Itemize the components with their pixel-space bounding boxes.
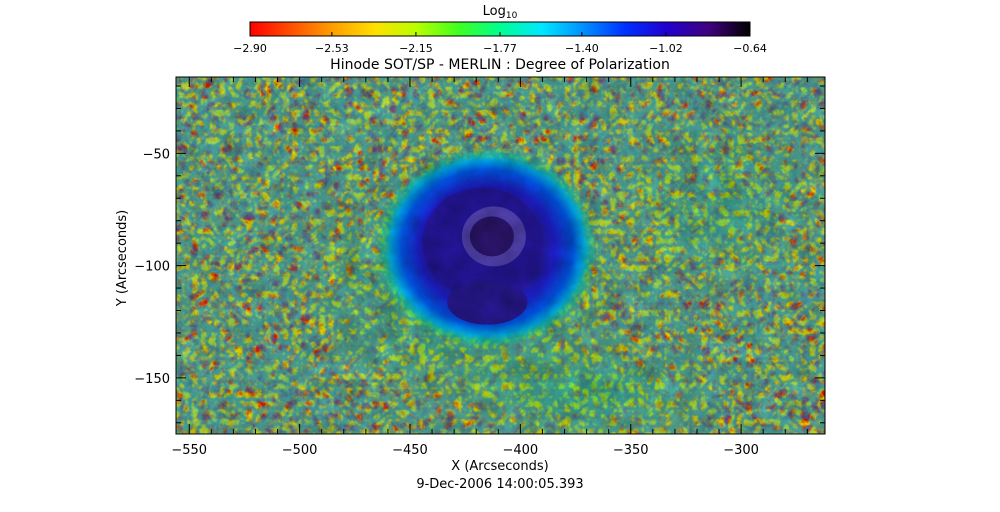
x-tick-label: −450 xyxy=(392,443,428,458)
heatmap-image xyxy=(176,77,825,434)
y-axis-ticks: −50 −100 −150 xyxy=(134,85,825,424)
colorbar-tick-label: −2.90 xyxy=(233,42,267,55)
x-tick-label: −400 xyxy=(503,443,539,458)
x-tick-label: −500 xyxy=(282,443,318,458)
timestamp: 9-Dec-2006 14:00:05.393 xyxy=(416,477,583,492)
colorbar-tick-label: −2.15 xyxy=(399,42,433,55)
x-tick-label: −350 xyxy=(613,443,649,458)
x-axis-label: X (Arcseconds) xyxy=(451,459,548,474)
y-tick-label: −100 xyxy=(134,260,170,275)
y-axis-label: Y (Arcseconds) xyxy=(115,210,130,307)
colorbar-ticks: −2.90 −2.53 −2.15 −1.77 −1.40 −1.02 −0.64 xyxy=(233,32,767,55)
colorbar-label-subscript: 10 xyxy=(506,11,518,21)
colorbar-tick-label: −1.40 xyxy=(565,42,599,55)
colorbar-label: Log10 xyxy=(483,4,518,21)
colorbar-tick-label: −1.02 xyxy=(649,42,683,55)
chart-title: Hinode SOT/SP - MERLIN : Degree of Polar… xyxy=(330,57,670,73)
colorbar: Log10 −2.90 −2.53 −2.15 −1.77 −1.40 −1.02 −0.6… xyxy=(233,4,767,55)
plot-frame xyxy=(175,76,826,435)
y-tick-label: −150 xyxy=(134,372,170,387)
x-axis-ticks: −550 −500 −450 −400 −350 −300 xyxy=(171,77,808,458)
x-tick-label: −300 xyxy=(723,443,759,458)
x-tick-label: −550 xyxy=(171,443,207,458)
colorbar-tick-label: −1.77 xyxy=(483,42,517,55)
heatmap-noise xyxy=(176,77,825,434)
y-tick-label: −50 xyxy=(143,147,170,162)
colorbar-tick-label: −0.64 xyxy=(733,42,767,55)
colorbar-tick-label: −2.53 xyxy=(315,42,349,55)
